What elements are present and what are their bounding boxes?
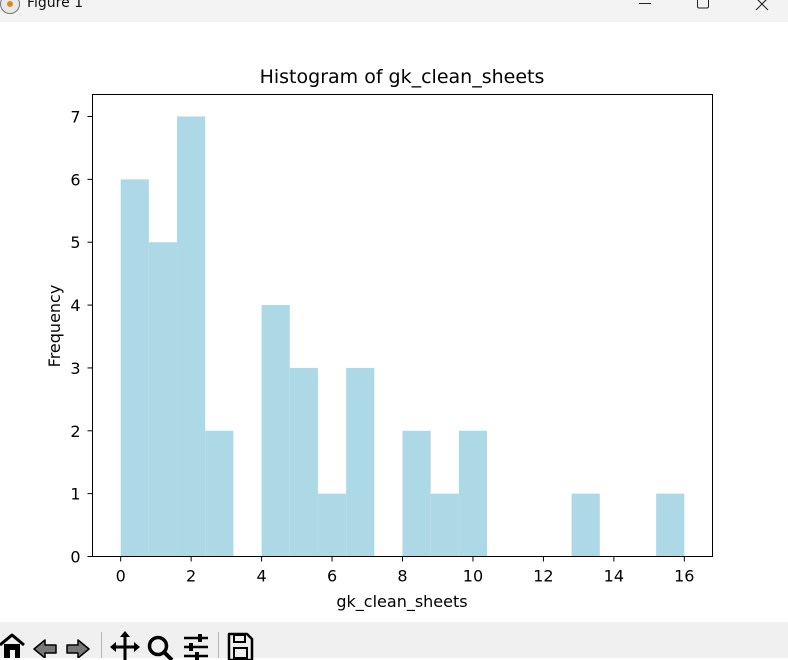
x-tick-label: 6 — [327, 567, 337, 586]
y-tick-label: 1 — [70, 485, 80, 504]
histogram-bar — [177, 116, 206, 557]
y-tick-label: 0 — [70, 548, 80, 567]
x-axis-ticks: 0 2 4 6 8 10 12 14 16 — [116, 556, 694, 586]
histogram-bar — [289, 367, 318, 557]
histogram-bar — [402, 430, 431, 557]
forward-button[interactable] — [63, 630, 93, 658]
configure-subplots-button[interactable] — [181, 630, 211, 660]
pan-icon — [110, 631, 140, 660]
histogram-bar — [120, 179, 149, 557]
zoom-button[interactable] — [145, 630, 175, 660]
y-tick-label: 4 — [70, 296, 80, 315]
configure-subplots-icon — [184, 634, 208, 660]
window-titlebar: Figure 1 — [0, 0, 788, 22]
y-axis-label: Frequency — [45, 285, 64, 368]
y-tick-label: 2 — [70, 422, 80, 441]
toolbar-separator — [218, 632, 219, 658]
back-icon — [33, 639, 57, 658]
histogram-chart: Histogram of gk_clean_sheets 0 2 4 6 8 10 12 14… — [45, 66, 713, 612]
x-tick-label: 4 — [256, 567, 266, 586]
minimize-icon — [639, 3, 651, 4]
home-button[interactable] — [0, 630, 27, 658]
y-tick-label: 3 — [70, 359, 80, 378]
histogram-bar — [346, 367, 375, 557]
y-tick-label: 7 — [70, 108, 80, 127]
y-tick-label: 6 — [70, 170, 80, 189]
y-axis-ticks: 0 1 2 3 4 5 6 7 — [70, 108, 93, 567]
chart-title: Histogram of gk_clean_sheets — [260, 66, 545, 88]
pan-button[interactable] — [110, 630, 140, 660]
save-button[interactable] — [225, 630, 255, 660]
bars-group — [120, 116, 685, 557]
figure-canvas: Histogram of gk_clean_sheets 0 2 4 6 8 10 12 14… — [0, 22, 788, 622]
histogram-bar — [317, 493, 347, 557]
histogram-bar — [458, 430, 488, 557]
x-tick-label: 12 — [533, 567, 553, 586]
close-icon — [755, 0, 769, 11]
histogram-bar — [656, 493, 685, 557]
forward-icon — [66, 639, 90, 658]
close-button[interactable] — [739, 0, 785, 22]
x-tick-label: 16 — [674, 567, 694, 586]
histogram-bar — [571, 493, 600, 557]
x-tick-label: 14 — [604, 567, 624, 586]
window-title: Figure 1 — [27, 0, 84, 11]
minimize-button[interactable] — [622, 0, 668, 22]
x-tick-label: 10 — [463, 567, 483, 586]
histogram-bar — [261, 305, 290, 557]
histogram-bar — [148, 242, 178, 557]
maximize-icon — [697, 0, 709, 9]
x-tick-label: 8 — [397, 567, 407, 586]
histogram-bar — [205, 430, 234, 557]
x-tick-label: 2 — [186, 567, 196, 586]
toolbar-separator — [101, 632, 102, 658]
save-icon — [227, 632, 254, 660]
home-icon — [0, 633, 25, 658]
zoom-icon — [147, 635, 174, 660]
x-axis-label: gk_clean_sheets — [336, 592, 467, 612]
histogram-bar — [430, 493, 459, 557]
app-icon — [0, 0, 20, 14]
back-button[interactable] — [30, 630, 60, 658]
y-tick-label: 5 — [70, 233, 80, 252]
maximize-button[interactable] — [680, 0, 726, 22]
x-tick-label: 0 — [116, 567, 126, 586]
navigation-toolbar — [0, 622, 788, 660]
